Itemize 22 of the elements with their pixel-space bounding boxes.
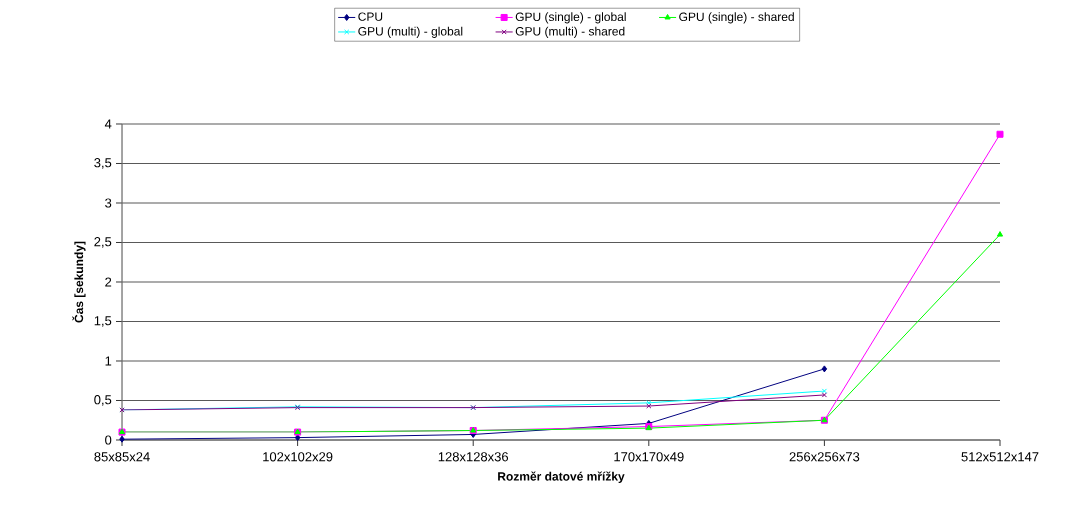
y-tick-label: 2,5	[94, 237, 112, 248]
legend-label: CPU	[358, 12, 383, 21]
y-tick-label: 3,5	[94, 158, 112, 169]
legend-label: GPU (multi) - shared	[515, 26, 625, 38]
legend-label: GPU (single) - shared	[679, 12, 794, 24]
legend-label: GPU (multi) - global	[358, 26, 463, 38]
y-tick-label: 0	[105, 435, 112, 445]
x-axis-title: Rozměr datové mřížky	[498, 471, 625, 484]
x-tick-label: 85x85x24	[94, 452, 150, 462]
x-tick-label: 128x128x36	[438, 452, 509, 462]
y-tick-label: 0,5	[94, 395, 112, 406]
x-tick-label: 170x170x49	[614, 452, 684, 462]
y-axis-title: Čas [sekundy]	[72, 241, 86, 323]
x-tick-label: 256x256x73	[789, 452, 860, 462]
x-tick-label: 102x102x29	[263, 452, 333, 462]
y-tick-label: 3	[105, 198, 112, 208]
legend-label: GPU (single) - global	[515, 12, 626, 24]
y-tick-label: 1	[105, 356, 112, 366]
y-tick-label: 4	[104, 119, 112, 129]
y-tick-label: 2	[105, 277, 112, 287]
x-tick-label: 512x512x147	[961, 452, 1039, 462]
y-tick-label: 1,5	[94, 316, 112, 327]
